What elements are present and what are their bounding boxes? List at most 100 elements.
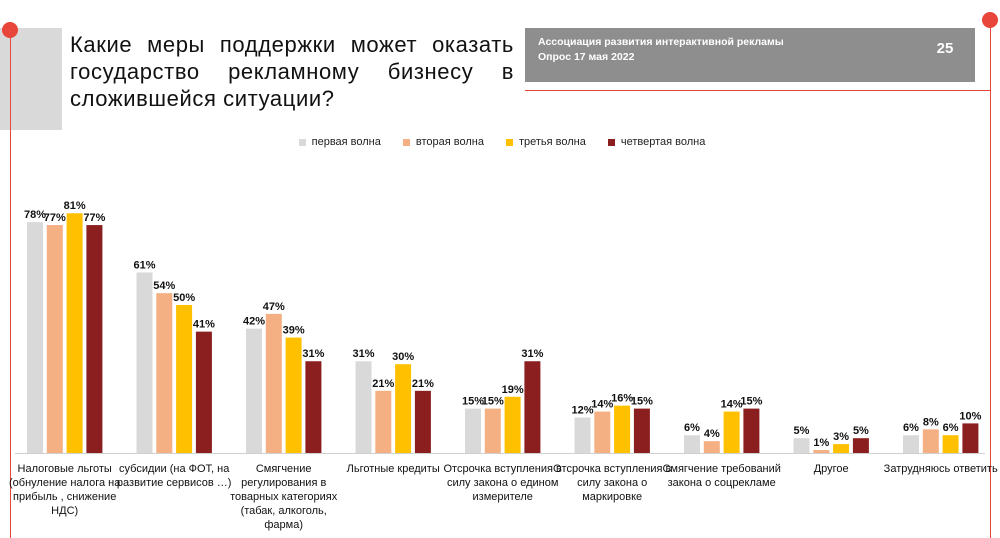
bar-cat-1-wave-2 (46, 225, 63, 453)
data-label-cat-9-wave-3: 6% (943, 422, 959, 434)
legend-item-wave-3: третья волна (505, 136, 586, 148)
category-label-4: Льготные кредиты (346, 463, 440, 475)
legend-label-wave-4: четвертая волна (620, 136, 706, 148)
bar-cat-6-wave-1 (574, 417, 591, 453)
legend-item-wave-2: вторая волна (402, 136, 484, 148)
bar-cat-8-wave-1 (793, 438, 810, 453)
bar-cat-6-wave-4 (633, 408, 650, 453)
data-label-cat-7-wave-3: 14% (721, 399, 743, 411)
legend-label-wave-2: вторая волна (415, 136, 484, 148)
data-label-cat-7-wave-1: 6% (684, 422, 700, 434)
data-label-cat-7-wave-2: 4% (704, 428, 720, 440)
bar-cat-5-wave-2 (484, 408, 501, 453)
legend-item-wave-4: четвертая волна (607, 136, 706, 148)
bar-cat-3-wave-1 (246, 328, 262, 453)
bar-cat-6-wave-3 (614, 405, 631, 453)
left-accent-line (10, 30, 11, 538)
data-label-cat-1-wave-1: 78% (24, 209, 46, 221)
data-label-cat-6-wave-2: 14% (591, 399, 613, 411)
top-left-accent-dot (2, 22, 18, 38)
category-label-5: Отсрочка вступления в силу закона о един… (443, 463, 562, 503)
bar-cat-8-wave-3 (833, 444, 850, 453)
data-label-cat-2-wave-4: 41% (193, 319, 215, 331)
bar-cat-9-wave-4 (962, 423, 979, 453)
data-label-cat-2-wave-3: 50% (173, 292, 195, 304)
category-label-3: Смягчение регулирования в товарных катег… (230, 463, 338, 531)
bar-cat-3-wave-3 (285, 337, 302, 453)
bar-cat-9-wave-1 (903, 435, 919, 453)
bar-cat-4-wave-1 (355, 361, 372, 453)
category-label-9: Затрудняюсь ответить (883, 463, 998, 475)
data-label-cat-6-wave-3: 16% (611, 393, 633, 405)
data-label-cat-5-wave-2: 15% (482, 396, 504, 408)
bar-cat-4-wave-3 (395, 364, 412, 453)
header-organization: Ассоциация развития интерактивной реклам… (538, 36, 784, 48)
chart-legend: первая волна вторая волна третья волна ч… (0, 136, 1000, 148)
bar-cat-3-wave-4 (305, 361, 322, 453)
bar-cat-7-wave-2 (703, 441, 720, 453)
bar-cat-4-wave-2 (375, 390, 392, 453)
bar-cat-6-wave-2 (594, 411, 611, 453)
bar-cat-1-wave-3 (66, 213, 83, 453)
data-label-cat-3-wave-1: 42% (243, 316, 265, 328)
legend-label-wave-3: третья волна (518, 136, 586, 148)
legend-swatch-wave-1 (298, 138, 306, 146)
data-label-cat-5-wave-3: 19% (502, 384, 524, 396)
bar-cat-7-wave-1 (684, 435, 700, 453)
bar-cat-3-wave-2 (265, 313, 282, 453)
bar-cat-8-wave-4 (852, 438, 869, 453)
category-label-6: Отсрочка вступления в силу закона о марк… (553, 463, 672, 503)
bar-cat-7-wave-3 (723, 411, 740, 453)
header-banner (525, 28, 975, 82)
bar-cat-8-wave-2 (813, 450, 830, 453)
data-label-cat-5-wave-4: 31% (521, 348, 543, 360)
data-label-cat-9-wave-4: 10% (959, 410, 981, 422)
data-label-cat-4-wave-3: 30% (392, 351, 414, 363)
bar-cat-1-wave-4 (86, 225, 103, 453)
bar-cat-4-wave-4 (414, 390, 431, 453)
data-label-cat-9-wave-2: 8% (923, 416, 939, 428)
data-label-cat-6-wave-1: 12% (571, 404, 593, 416)
data-label-cat-1-wave-2: 77% (44, 212, 66, 224)
bar-cat-7-wave-4 (743, 408, 760, 453)
page-number: 25 (936, 40, 954, 57)
bar-cat-1-wave-1 (27, 222, 43, 453)
bar-cat-2-wave-2 (156, 293, 173, 453)
bar-cat-2-wave-4 (195, 331, 212, 453)
right-accent-line (990, 20, 991, 538)
legend-item-wave-1: первая волна (298, 136, 381, 148)
category-label-8: Другое (813, 463, 849, 475)
category-label-7: Смягчение требований закона о соцрекламе (662, 463, 781, 489)
data-label-cat-3-wave-4: 31% (302, 348, 324, 360)
data-label-cat-8-wave-1: 5% (794, 425, 810, 437)
data-label-cat-6-wave-4: 15% (631, 396, 653, 408)
data-label-cat-1-wave-3: 81% (64, 200, 86, 212)
data-label-cat-4-wave-1: 31% (352, 348, 374, 360)
legend-swatch-wave-3 (505, 138, 513, 146)
legend-label-wave-1: первая волна (311, 136, 381, 148)
category-label-1: Налоговые льготы (обнуление налога на пр… (9, 463, 121, 517)
data-label-cat-8-wave-3: 3% (833, 431, 849, 443)
legend-swatch-wave-2 (402, 138, 410, 146)
data-label-cat-8-wave-2: 1% (813, 437, 829, 449)
data-label-cat-3-wave-2: 47% (263, 301, 285, 313)
bar-cat-5-wave-3 (504, 396, 521, 453)
bar-cat-5-wave-4 (524, 361, 541, 453)
data-label-cat-4-wave-2: 21% (372, 378, 394, 390)
data-label-cat-5-wave-1: 15% (462, 396, 484, 408)
bar-cat-2-wave-3 (176, 305, 193, 453)
data-label-cat-8-wave-4: 5% (853, 425, 869, 437)
bar-cat-5-wave-1 (465, 408, 481, 453)
top-right-accent-dot (982, 12, 998, 28)
legend-swatch-wave-4 (607, 138, 615, 146)
category-label-2: субсидии (на ФОТ, на развитие сервисов …… (116, 463, 232, 489)
header-survey-date: Опрос 17 мая 2022 (538, 51, 635, 63)
data-label-cat-2-wave-1: 61% (133, 259, 155, 271)
data-label-cat-1-wave-4: 77% (83, 212, 105, 224)
header-divider-line (525, 90, 990, 91)
data-label-cat-3-wave-3: 39% (283, 325, 305, 337)
data-label-cat-9-wave-1: 6% (903, 422, 919, 434)
bar-cat-2-wave-1 (136, 272, 153, 453)
data-label-cat-7-wave-4: 15% (740, 396, 762, 408)
